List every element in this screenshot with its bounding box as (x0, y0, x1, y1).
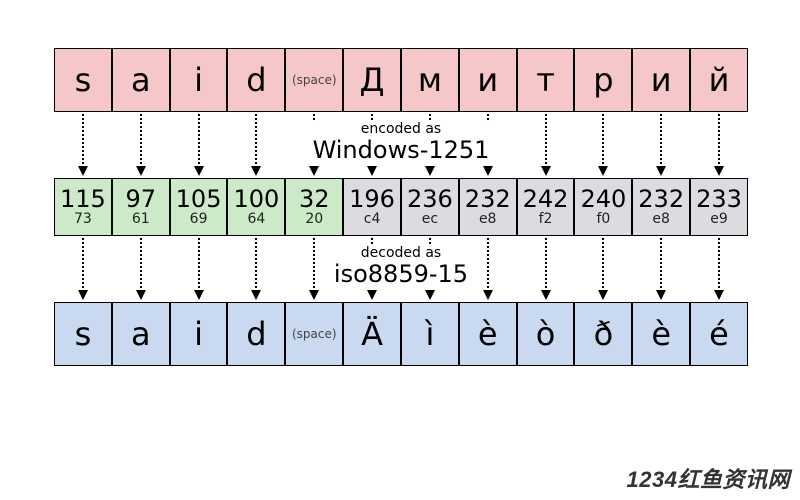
glyph-cell: a (112, 302, 170, 366)
byte-cell: 232e8 (632, 178, 690, 236)
byte-hex: e9 (710, 211, 728, 228)
byte-decimal: 105 (176, 187, 222, 211)
glyph-cell: р (574, 48, 632, 112)
glyph-cell: ì (401, 302, 459, 366)
arrow-down-icon (517, 112, 575, 178)
glyph-cell: é (690, 302, 748, 366)
byte-hex: c4 (364, 211, 381, 228)
arrow-down-icon (170, 112, 228, 178)
byte-decimal: 232 (465, 187, 511, 211)
byte-cell: 240f0 (574, 178, 632, 236)
byte-hex: f0 (596, 211, 610, 228)
arrow-down-icon (690, 236, 748, 302)
arrow-down-icon (227, 112, 285, 178)
arrow-down-icon (54, 112, 112, 178)
byte-hex: ec (422, 211, 438, 228)
arrow-down-icon (227, 236, 285, 302)
byte-cell: 10064 (227, 178, 285, 236)
arrow-down-icon (517, 236, 575, 302)
arrow-down-icon (112, 236, 170, 302)
glyph-cell: и (459, 48, 517, 112)
byte-decimal: 196 (349, 187, 395, 211)
glyph-cell: s (54, 302, 112, 366)
byte-hex: 69 (190, 211, 208, 228)
glyph-cell: a (112, 48, 170, 112)
arrow-down-icon (343, 236, 401, 302)
glyph-cell: s (54, 48, 112, 112)
byte-decimal: 242 (523, 187, 569, 211)
byte-cell: 232e8 (459, 178, 517, 236)
glyph-cell: й (690, 48, 748, 112)
byte-decimal: 240 (580, 187, 626, 211)
byte-values-row: 11573976110569100643220196c4236ec232e824… (54, 178, 748, 236)
byte-decimal: 115 (60, 187, 106, 211)
arrow-down-icon (401, 236, 459, 302)
watermark-text: 1234红鱼资讯网 (627, 462, 790, 494)
glyph-cell: т (517, 48, 575, 112)
glyph-cell: è (459, 302, 517, 366)
glyph-cell: è (632, 302, 690, 366)
glyph-cell: d (227, 302, 285, 366)
byte-hex: e8 (652, 211, 670, 228)
byte-cell: 233e9 (690, 178, 748, 236)
byte-cell: 10569 (170, 178, 228, 236)
byte-decimal: 97 (125, 187, 156, 211)
byte-decimal: 32 (299, 187, 330, 211)
byte-cell: 196c4 (343, 178, 401, 236)
glyph-cell: м (401, 48, 459, 112)
arrow-down-icon (343, 112, 401, 178)
byte-decimal: 236 (407, 187, 453, 211)
glyph-cell: Д (343, 48, 401, 112)
byte-hex: 73 (74, 211, 92, 228)
arrow-down-icon (459, 112, 517, 178)
arrow-down-icon (632, 112, 690, 178)
arrow-down-icon (574, 112, 632, 178)
decode-arrows: decoded as iso8859-15 (54, 236, 748, 302)
arrow-down-icon (54, 236, 112, 302)
arrow-down-icon (632, 236, 690, 302)
encoding-mojibake-diagram: said(space)Дмитрий encoded as Windows-12… (54, 48, 748, 366)
byte-cell: 236ec (401, 178, 459, 236)
arrow-down-icon (459, 236, 517, 302)
glyph-cell: ð (574, 302, 632, 366)
byte-hex: 64 (247, 211, 265, 228)
glyph-cell: i (170, 302, 228, 366)
byte-decimal: 233 (696, 187, 742, 211)
decoded-text-row: said(space)Äìèòðèé (54, 302, 748, 366)
glyph-cell: d (227, 48, 285, 112)
glyph-cell: (space) (285, 302, 343, 366)
byte-cell: 242f2 (517, 178, 575, 236)
byte-cell: 11573 (54, 178, 112, 236)
arrow-down-icon (285, 236, 343, 302)
arrow-down-icon (112, 112, 170, 178)
byte-cell: 3220 (285, 178, 343, 236)
arrow-down-icon (574, 236, 632, 302)
byte-hex: e8 (479, 211, 497, 228)
arrow-down-icon (285, 112, 343, 178)
glyph-cell: ò (517, 302, 575, 366)
glyph-cell: и (632, 48, 690, 112)
byte-decimal: 100 (233, 187, 279, 211)
arrow-down-icon (170, 236, 228, 302)
glyph-cell: Ä (343, 302, 401, 366)
glyph-cell: i (170, 48, 228, 112)
byte-decimal: 232 (638, 187, 684, 211)
encode-arrows: encoded as Windows-1251 (54, 112, 748, 178)
arrow-down-icon (401, 112, 459, 178)
byte-hex: 61 (132, 211, 150, 228)
byte-hex: 20 (305, 211, 323, 228)
glyph-cell: (space) (285, 48, 343, 112)
byte-cell: 9761 (112, 178, 170, 236)
arrow-down-icon (690, 112, 748, 178)
byte-hex: f2 (539, 211, 553, 228)
source-text-row: said(space)Дмитрий (54, 48, 748, 112)
